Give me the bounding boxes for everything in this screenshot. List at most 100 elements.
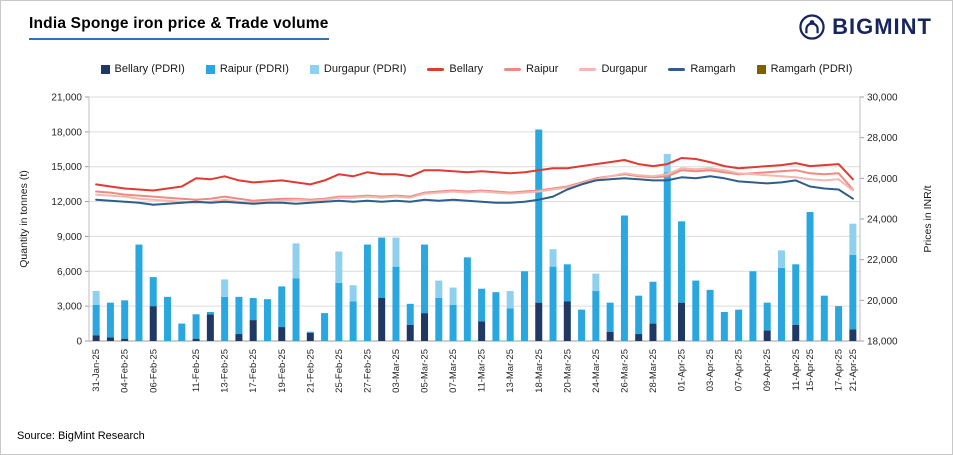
bar-segment (535, 129, 543, 303)
bar-segment (421, 244, 429, 314)
x-axis-tick-label: 13-Feb-25 (220, 349, 231, 393)
left-axis-tick-label: 3,000 (57, 302, 82, 313)
right-axis-tick-label: 30,000 (867, 93, 898, 104)
bar-segment (235, 296, 243, 335)
bar-segment (777, 250, 785, 268)
x-axis-tick-label: 21-Feb-25 (305, 349, 316, 393)
legend-swatch-icon (756, 64, 766, 74)
bar-segment (506, 308, 514, 341)
legend-label: Ramgarh (690, 63, 736, 75)
bar-segment (606, 331, 614, 341)
legend-swatch-icon (504, 67, 522, 71)
bar-segment (620, 215, 628, 341)
source-note: Source: BigMint Research (17, 430, 145, 442)
right-axis-tick-label: 24,000 (867, 215, 898, 226)
combo-chart: 0 3,000 6,000 9,000 12,000 15,000 18,000 21,000… (18, 93, 934, 393)
bar-segment (506, 291, 514, 309)
bar-segment (135, 244, 143, 341)
legend-swatch-icon (427, 67, 445, 71)
x-axis-tick-label: 18-Mar-25 (534, 349, 545, 393)
bar-segment (478, 321, 486, 341)
bar-segment (406, 303, 414, 325)
bar-segment (335, 251, 343, 283)
right-axis-tick-label: 18,000 (867, 337, 898, 348)
bar-segment (221, 296, 229, 341)
bar-segment (263, 299, 271, 341)
x-axis-tick-label: 17-Apr-25 (834, 349, 845, 391)
x-axis-tick-label: 26-Mar-25 (619, 349, 630, 393)
bar-segment (849, 329, 857, 341)
x-axis-tick-label: 28-Mar-25 (648, 349, 659, 393)
legend-item: Raipur (PDRI) (205, 63, 289, 75)
bar-segment (649, 323, 657, 341)
price-line-raipur (95, 169, 854, 202)
bar-segment (178, 323, 186, 341)
legend-swatch-icon (579, 67, 597, 71)
legend-label: Durgapur (601, 63, 648, 75)
bar-segment (678, 221, 686, 303)
bar-segment (421, 313, 429, 341)
bar-segment (192, 338, 200, 341)
legend-label: Bellary (449, 63, 484, 75)
left-axis-tick-label: 21,000 (51, 93, 82, 104)
bar-segment (449, 287, 457, 305)
bar-segment (449, 304, 457, 341)
bar-segment (535, 302, 543, 341)
x-axis-tick-label: 06-Feb-25 (148, 349, 159, 393)
bar-segment (735, 309, 743, 341)
x-axis-tick-label: 31-Jan-25 (91, 349, 102, 392)
bar-segment (478, 288, 486, 322)
chart-header: India Sponge iron price & Trade volume B… (15, 11, 938, 55)
right-axis-tick-label: 20,000 (867, 296, 898, 307)
bar-segment (763, 302, 771, 331)
bar-segment (249, 298, 257, 321)
bar-segment (692, 280, 700, 341)
right-axis-title: Prices in INR/t (922, 185, 934, 252)
x-axis-tick-label: 13-Mar-25 (505, 349, 516, 393)
bar-segment (306, 332, 314, 341)
bar-segment (106, 302, 114, 338)
price-line-durgapur (95, 167, 854, 204)
bar-segment (806, 212, 814, 341)
bar-segment (563, 301, 571, 341)
bar-segment (92, 304, 100, 336)
left-axis-tick-label: 6,000 (57, 267, 82, 278)
bar-segment (149, 277, 157, 307)
bar-segment (406, 324, 414, 341)
x-axis-tick-label: 09-Apr-25 (762, 349, 773, 391)
legend-label: Raipur (PDRI) (219, 63, 289, 75)
x-axis-tick-label: 11-Apr-25 (791, 349, 802, 391)
bar-segment (292, 243, 300, 279)
bar-segment (221, 279, 229, 297)
right-axis-tick-label: 28,000 (867, 133, 898, 144)
bar-segment (363, 244, 371, 341)
chart-legend: Bellary (PDRI) Raipur (PDRI) Durgapur (PDR… (15, 57, 938, 81)
bar-segment (592, 273, 600, 292)
bar-segment (777, 267, 785, 341)
bar-segment (121, 338, 129, 341)
bar-segment (149, 306, 157, 341)
bar-segment (549, 266, 557, 341)
bigmint-logo: BIGMINT (798, 13, 932, 41)
legend-item: Ramgarh (PDRI) (756, 63, 853, 75)
bar-segment (463, 257, 471, 341)
bar-segment (92, 335, 100, 341)
bar-segment (235, 334, 243, 341)
bar-segment (492, 292, 500, 341)
bar-segment (335, 282, 343, 341)
legend-label: Ramgarh (PDRI) (770, 63, 853, 75)
bar-segment (849, 255, 857, 330)
bar-segment (820, 295, 828, 341)
legend-item: Bellary (PDRI) (100, 63, 185, 75)
legend-item: Durgapur (PDRI) (309, 63, 406, 75)
bar-segment (792, 324, 800, 341)
x-axis-tick-label: 25-Feb-25 (334, 349, 345, 393)
x-axis-tick-label: 07-Apr-25 (734, 349, 745, 391)
bar-segment (392, 266, 400, 341)
bigmint-logo-icon (799, 14, 825, 40)
x-axis-tick-label: 27-Feb-25 (362, 349, 373, 393)
x-axis-tick-label: 21-Apr-25 (848, 349, 859, 391)
x-axis-tick-label: 03-Mar-25 (391, 349, 402, 393)
left-axis-tick-label: 0 (76, 337, 82, 348)
legend-item: Ramgarh (668, 63, 736, 75)
